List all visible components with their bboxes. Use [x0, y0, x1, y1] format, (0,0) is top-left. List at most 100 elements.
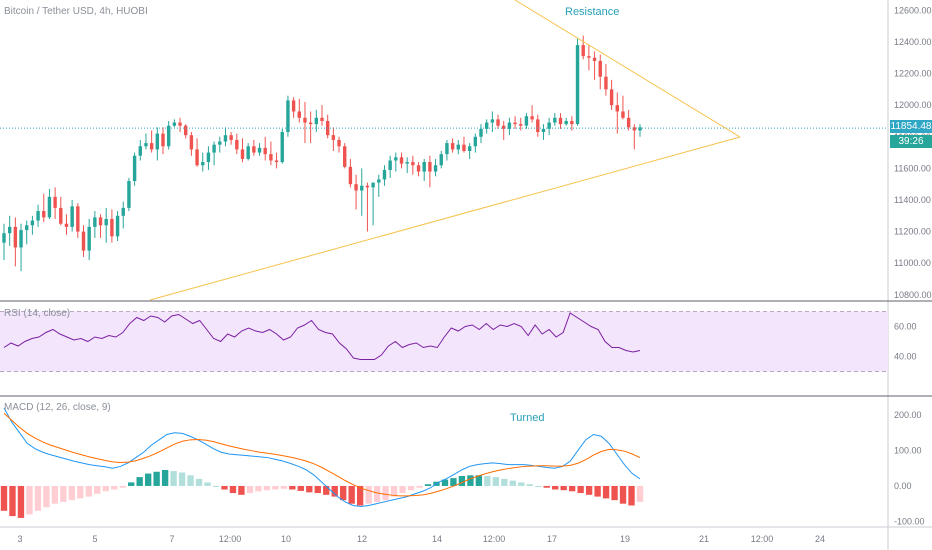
candle-body: [547, 122, 551, 129]
candle-body: [263, 147, 267, 155]
candle-body: [473, 136, 478, 147]
macd-histogram-bar: [382, 485, 389, 501]
candle-body: [25, 225, 29, 231]
macd-histogram-bar: [518, 482, 525, 486]
macd-histogram-bar: [509, 480, 516, 486]
macd-histogram-bar: [526, 484, 533, 486]
candle-body: [360, 185, 364, 191]
candle-body: [354, 184, 358, 191]
macd-histogram-bar: [535, 485, 542, 487]
candle-body: [598, 60, 602, 77]
candle-body: [348, 166, 353, 185]
candle-body: [76, 206, 80, 232]
candle-body: [331, 135, 336, 140]
macd-histogram-bar: [204, 482, 211, 486]
candle-body: [110, 218, 114, 237]
price-axis-tick: 11200.00: [894, 227, 931, 237]
time-axis-tick: 12:00: [751, 534, 774, 544]
candle-body: [201, 162, 205, 166]
candle-body: [587, 56, 591, 58]
candle-body: [462, 144, 466, 151]
macd-histogram-bar: [289, 485, 296, 490]
candle-body: [161, 133, 165, 147]
candle-body: [87, 226, 91, 251]
candle-body: [280, 132, 284, 163]
macd-histogram-bar: [611, 485, 618, 501]
candle-body: [7, 226, 12, 234]
macd-histogram-bar: [161, 469, 169, 486]
macd-histogram-bar: [212, 485, 220, 487]
candle-body: [450, 143, 455, 150]
candle-body: [303, 117, 307, 123]
candle-body: [132, 155, 137, 182]
candle-body: [405, 162, 409, 164]
time-axis-tick: 7: [169, 534, 174, 544]
time-axis-tick: 12:00: [219, 534, 242, 544]
support-trendline: [149, 136, 741, 301]
macd-histogram-bar: [128, 482, 135, 486]
candle-body: [337, 139, 341, 147]
rsi-axis-tick: 60.00: [894, 322, 917, 332]
candle-body: [138, 146, 142, 156]
macd-histogram-bar: [77, 485, 84, 499]
candle-body: [212, 144, 216, 153]
macd-histogram-bar: [568, 485, 576, 492]
macd-histogram-bar: [94, 485, 101, 494]
candle-body: [445, 143, 449, 155]
macd-histogram-bar: [348, 485, 355, 504]
macd-histogram-bar: [560, 485, 567, 491]
candle-body: [93, 217, 97, 227]
candle-body: [439, 154, 443, 166]
candle-body: [428, 162, 432, 172]
candle-body: [564, 120, 568, 125]
macd-histogram-bar: [170, 471, 177, 486]
macd-histogram-bar: [280, 485, 288, 489]
candle-body: [36, 211, 40, 221]
candle-body: [189, 135, 194, 150]
candle-body: [30, 220, 35, 226]
candle-body: [184, 125, 188, 136]
signal-line: [3, 412, 641, 497]
candle-body: [178, 122, 182, 126]
macd-histogram-bar: [119, 485, 126, 488]
candle-body: [246, 146, 250, 159]
candle-body: [206, 152, 211, 163]
candle-body: [570, 120, 574, 125]
macd-histogram-bar: [60, 485, 67, 502]
candle-body: [19, 230, 23, 248]
candle-body: [166, 125, 171, 147]
candle-body: [297, 111, 301, 118]
price-axis-tick: 11000.00: [894, 258, 931, 268]
resistance-trendline: [514, 0, 741, 138]
candle-body: [626, 117, 631, 128]
candle-body: [269, 154, 273, 161]
candle-body: [581, 45, 585, 57]
candle-body: [541, 128, 546, 133]
symbol-title: Bitcoin / Tether USD, 4h, HUOBI: [4, 6, 148, 17]
candle-body: [291, 100, 296, 112]
macd-axis-tick: -100.00: [894, 516, 925, 526]
macd-histogram-bar: [195, 478, 203, 486]
macd-histogram-bar: [407, 485, 415, 491]
macd-histogram-bar: [43, 485, 50, 508]
macd-histogram-bar: [619, 485, 627, 504]
macd-histogram-bar: [458, 476, 466, 486]
macd-histogram-bar: [492, 477, 500, 486]
candle-body: [416, 165, 421, 172]
macd-histogram-bar: [314, 485, 321, 494]
candle-body: [592, 57, 597, 61]
macd-histogram-bar: [543, 485, 550, 488]
time-axis-tick: 17: [547, 534, 557, 544]
macd-histogram-bar: [187, 475, 194, 486]
time-axis-tick: 5: [92, 534, 97, 544]
candle-body: [524, 116, 529, 126]
macd-axis-tick: 100.00: [894, 445, 922, 455]
candle-body: [502, 125, 506, 129]
candle-body: [456, 144, 460, 150]
candle-body: [365, 185, 370, 188]
macd-histogram-bar: [153, 471, 160, 486]
macd-histogram-bar: [68, 485, 76, 501]
candle-body: [604, 76, 608, 90]
macd-histogram-bar: [17, 485, 25, 518]
